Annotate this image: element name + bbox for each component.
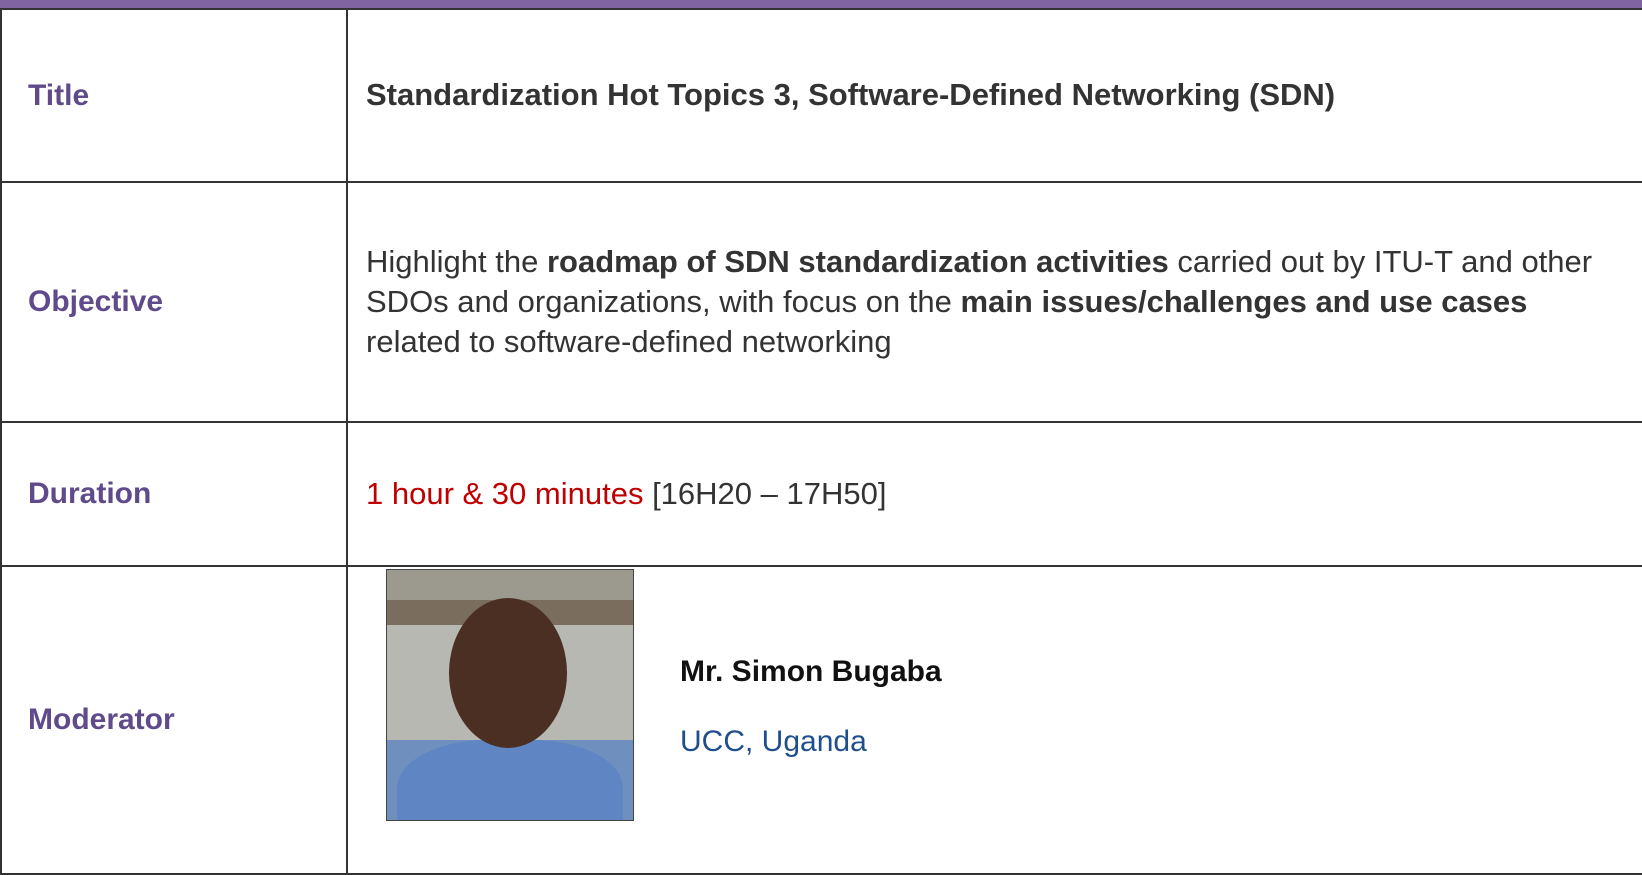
- text-segment: related to software-defined networking: [366, 283, 1537, 360]
- label-text: Objective: [28, 285, 164, 318]
- photo-face: [449, 598, 567, 748]
- value-text: Highlight the roadmap of SDN standardiza…: [366, 242, 1602, 363]
- value-text: 1 hour & 30 minutes [16H20 – 17H50]: [366, 474, 886, 514]
- row-label: Duration: [0, 423, 348, 567]
- text-segment: carried out by ITU-T and other SDOs and …: [366, 243, 1601, 319]
- label-text: Moderator: [28, 703, 175, 736]
- row-value: Standardization Hot Topics 3, Software-D…: [348, 10, 1642, 183]
- row-label: Title: [0, 10, 348, 183]
- row-value: Highlight the roadmap of SDN standardiza…: [348, 183, 1642, 423]
- label-text: Title: [28, 78, 90, 112]
- row-label: Objective: [0, 183, 348, 423]
- photo-shirt: [397, 740, 623, 820]
- moderator-name: Mr. Simon Bugaba: [680, 655, 942, 688]
- text-segment: main issues/challenges and use cases: [960, 283, 1528, 319]
- text-segment: Standardization Hot Topics 3, Software-D…: [366, 77, 1336, 113]
- text-segment: roadmap of SDN standardization activitie…: [546, 243, 1169, 279]
- header-band: [0, 0, 1642, 10]
- moderator-photo: [386, 569, 634, 821]
- value-text: Standardization Hot Topics 3, Software-D…: [366, 75, 1335, 115]
- text-segment: 1 hour & 30 minutes: [366, 475, 644, 511]
- row-label: Moderator: [0, 567, 348, 875]
- text-segment: [16H20 – 17H50]: [643, 475, 887, 511]
- moderator-cell: Mr. Simon Bugaba UCC, Uganda: [348, 567, 1642, 875]
- moderator-affiliation: UCC, Uganda: [680, 725, 867, 758]
- row-value: 1 hour & 30 minutes [16H20 – 17H50]: [348, 423, 1642, 567]
- info-table: Title Standardization Hot Topics 3, Softw…: [0, 10, 1642, 875]
- text-segment: Highlight the: [366, 243, 547, 279]
- label-text: Duration: [28, 477, 152, 510]
